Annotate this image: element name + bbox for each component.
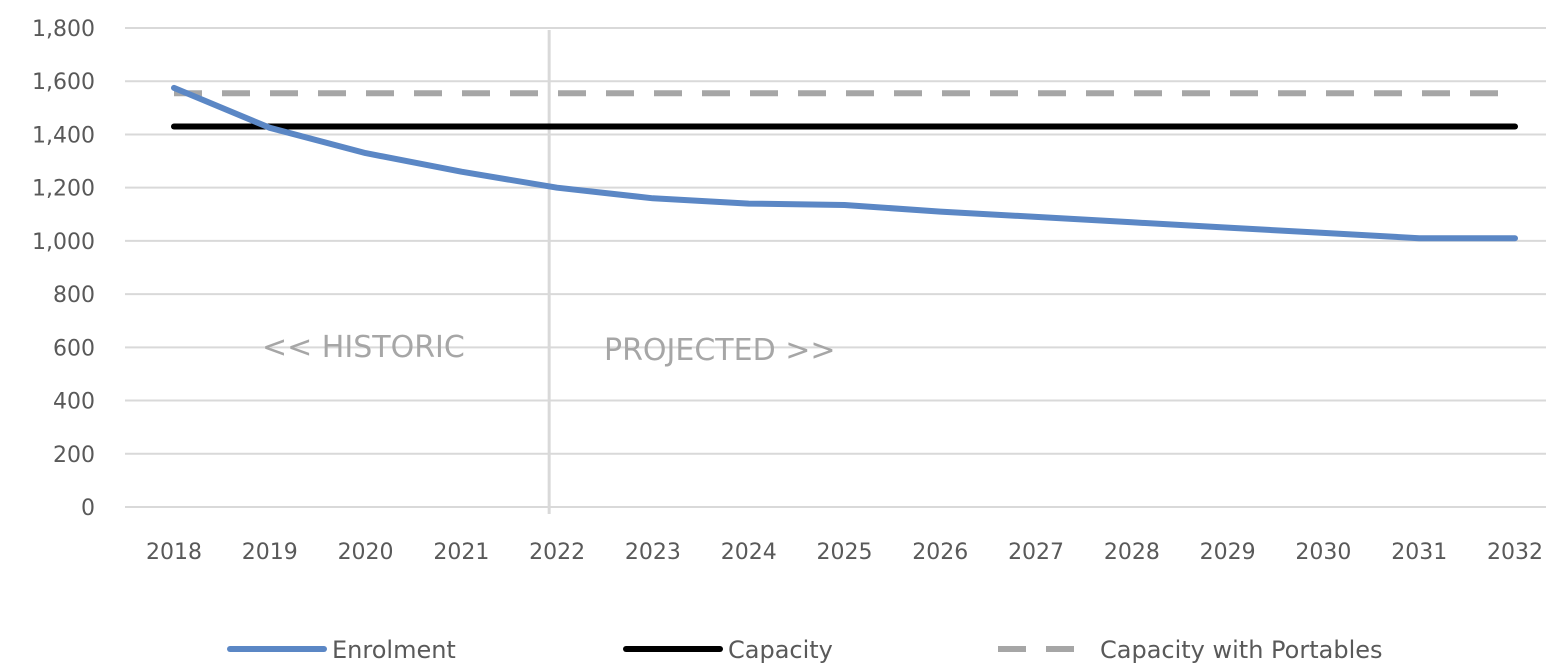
legend-label: Capacity <box>728 636 833 664</box>
y-tick-label: 800 <box>53 283 95 308</box>
y-tick-label: 1,400 <box>32 123 95 148</box>
x-tick-label: 2031 <box>1391 540 1447 565</box>
x-tick-label: 2025 <box>817 540 873 565</box>
y-tick-label: 1,800 <box>32 17 95 42</box>
y-tick-label: 0 <box>81 496 95 521</box>
historic-annotation: << HISTORIC <box>262 330 465 365</box>
y-axis-ticks: 0 200 400 600 800 1,000 1,200 1,400 1,600 1,800 <box>32 17 95 521</box>
legend: Enrolment Capacity Capacity with Portables <box>227 636 1383 664</box>
y-tick-label: 600 <box>53 336 95 361</box>
legend-label: Capacity with Portables <box>1100 636 1383 664</box>
x-tick-label: 2028 <box>1104 540 1160 565</box>
y-tick-label: 1,000 <box>32 230 95 255</box>
series-lines <box>171 84 1518 242</box>
x-axis-ticks: 2018 2019 2020 2021 2022 2023 2024 2025 2026 2027… <box>146 540 1543 565</box>
x-tick-label: 2019 <box>242 540 298 565</box>
x-tick-label: 2018 <box>146 540 202 565</box>
y-tick-label: 200 <box>53 443 95 468</box>
y-tick-label: 1,600 <box>32 70 95 95</box>
projected-annotation: PROJECTED >> <box>604 333 836 368</box>
x-tick-label: 2021 <box>433 540 489 565</box>
legend-label: Enrolment <box>332 636 456 664</box>
gridlines <box>125 27 1546 508</box>
y-tick-label: 1,200 <box>32 177 95 202</box>
x-tick-label: 2030 <box>1295 540 1351 565</box>
x-tick-label: 2022 <box>529 540 585 565</box>
x-tick-label: 2024 <box>721 540 777 565</box>
y-tick-label: 400 <box>53 390 95 415</box>
x-tick-label: 2023 <box>625 540 681 565</box>
x-tick-label: 2032 <box>1487 540 1543 565</box>
x-tick-label: 2027 <box>1008 540 1064 565</box>
x-tick-label: 2026 <box>912 540 968 565</box>
x-tick-label: 2020 <box>338 540 394 565</box>
series-line-enrolment <box>171 84 1518 242</box>
x-tick-label: 2029 <box>1200 540 1256 565</box>
